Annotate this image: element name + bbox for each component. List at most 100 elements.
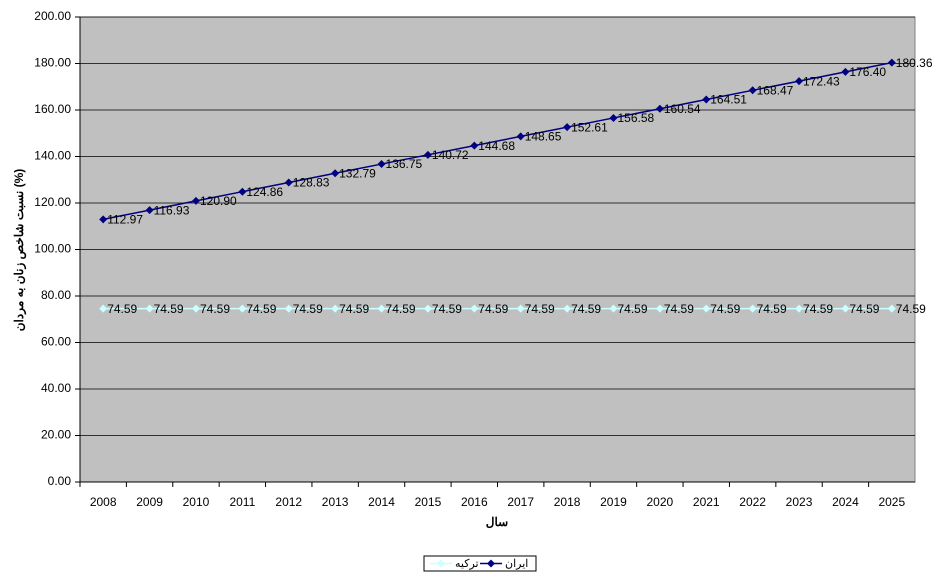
data-label: 168.47 — [757, 83, 794, 97]
x-tick-label: 2022 — [739, 495, 766, 509]
marker — [748, 304, 757, 313]
y-tick-label: 200.00 — [34, 9, 71, 23]
x-tick-label: 2018 — [554, 495, 581, 509]
marker — [423, 304, 432, 313]
data-label: 74.59 — [710, 302, 740, 316]
marker — [702, 304, 711, 313]
data-label: 74.59 — [525, 302, 555, 316]
x-tick-label: 2010 — [183, 495, 210, 509]
x-tick-label: 2019 — [600, 495, 627, 509]
x-tick-label: 2009 — [136, 495, 163, 509]
data-label: 74.59 — [896, 302, 926, 316]
data-label: 176.40 — [849, 65, 886, 79]
data-label: 128.83 — [293, 176, 330, 190]
data-label: 120.90 — [200, 194, 237, 208]
marker — [99, 304, 108, 313]
data-label: 132.79 — [339, 166, 376, 180]
data-label: 74.59 — [107, 302, 137, 316]
marker — [191, 304, 200, 313]
data-label: 180.36 — [896, 56, 932, 70]
data-label: 74.59 — [246, 302, 276, 316]
x-tick-label: 2015 — [415, 495, 442, 509]
x-tick-label: 2016 — [461, 495, 488, 509]
marker — [331, 304, 340, 313]
y-tick-label: 140.00 — [34, 149, 71, 163]
marker — [748, 86, 757, 95]
data-label: 74.59 — [339, 302, 369, 316]
x-axis-label: سال — [486, 515, 508, 529]
marker — [145, 206, 154, 215]
data-label: 160.54 — [664, 102, 701, 116]
marker — [841, 67, 850, 76]
marker — [516, 304, 525, 313]
legend: ایران ترکیه — [423, 555, 537, 572]
y-tick-label: 0.00 — [48, 474, 72, 488]
marker — [702, 95, 711, 104]
x-tick-label: 2014 — [368, 495, 395, 509]
data-label: 156.58 — [617, 111, 654, 125]
legend-marker — [437, 559, 445, 568]
data-label: 74.59 — [432, 302, 462, 316]
data-label: 74.59 — [664, 302, 694, 316]
y-tick-label: 80.00 — [41, 288, 71, 302]
marker — [238, 187, 247, 196]
marker — [655, 104, 664, 113]
x-tick-label: 2024 — [832, 495, 859, 509]
marker — [331, 169, 340, 178]
data-label: 152.61 — [571, 120, 608, 134]
marker — [423, 150, 432, 159]
marker — [887, 58, 896, 67]
marker — [795, 77, 804, 86]
data-label: 74.59 — [757, 302, 787, 316]
data-label: 74.59 — [617, 302, 647, 316]
marker — [470, 141, 479, 150]
y-tick-label: 100.00 — [34, 242, 71, 256]
marker — [887, 304, 896, 313]
marker — [238, 304, 247, 313]
marker — [841, 304, 850, 313]
data-label: 164.51 — [710, 93, 747, 107]
marker — [563, 304, 572, 313]
data-label: 74.59 — [200, 302, 230, 316]
x-tick-label: 2021 — [693, 495, 720, 509]
marker — [99, 215, 108, 224]
x-tick-label: 2008 — [90, 495, 117, 509]
data-label: 74.59 — [293, 302, 323, 316]
data-label: 172.43 — [803, 74, 840, 88]
data-label: 74.59 — [386, 302, 416, 316]
data-label: 74.59 — [154, 302, 184, 316]
marker — [563, 123, 572, 132]
y-tick-label: 120.00 — [34, 195, 71, 209]
data-label: 136.75 — [386, 157, 423, 171]
marker — [655, 304, 664, 313]
y-axis-label: نسبت شاخص زنان به مردان (%) — [12, 169, 27, 332]
marker — [145, 304, 154, 313]
marker — [284, 304, 293, 313]
legend-label: ترکیه — [455, 558, 479, 570]
x-tick-label: 2012 — [275, 495, 302, 509]
marker — [284, 178, 293, 187]
marker — [377, 304, 386, 313]
y-tick-label: 20.00 — [41, 428, 71, 442]
marker — [795, 304, 804, 313]
data-label: 116.93 — [154, 203, 190, 217]
marker — [516, 132, 525, 141]
marker — [377, 160, 386, 169]
marker — [609, 113, 618, 122]
data-label: 144.68 — [478, 139, 515, 153]
data-label: 74.59 — [803, 302, 833, 316]
x-tick-label: 2013 — [322, 495, 349, 509]
x-tick-label: 2020 — [647, 495, 674, 509]
y-tick-label: 160.00 — [34, 102, 71, 116]
x-tick-label: 2023 — [786, 495, 813, 509]
x-tick-label: 2017 — [507, 495, 534, 509]
marker — [470, 304, 479, 313]
legend-label: ایران — [505, 558, 528, 570]
legend-marker — [487, 559, 495, 568]
data-label: 74.59 — [478, 302, 508, 316]
x-tick-label: 2025 — [878, 495, 905, 509]
series-line — [103, 61, 892, 221]
data-label: 74.59 — [849, 302, 879, 316]
y-tick-label: 180.00 — [34, 56, 71, 70]
